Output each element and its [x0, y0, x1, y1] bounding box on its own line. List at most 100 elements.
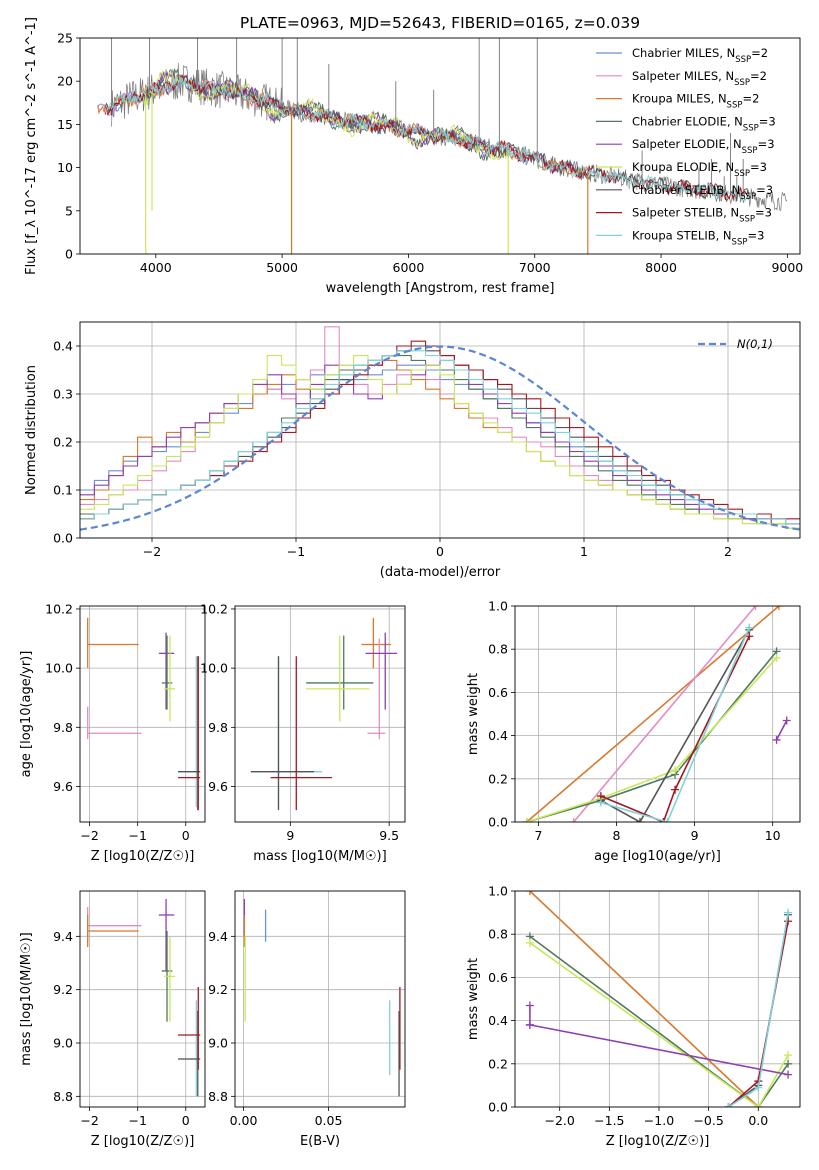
y-tick-label: 0.2	[53, 435, 73, 450]
x-tick-label: 6000	[393, 260, 425, 275]
y-axis-label: mass weight	[466, 673, 481, 755]
weight-point	[774, 606, 783, 610]
errorbar-salpeter-elodie	[158, 899, 175, 971]
y-tick-label: 5	[65, 203, 73, 218]
y-tick-label: 9.0	[53, 1036, 73, 1051]
weight-point	[671, 766, 680, 775]
y-tick-label: 10.2	[200, 601, 228, 616]
errorbar-salpeter-stelib	[178, 987, 201, 1070]
x-tick-label: 4000	[140, 260, 172, 275]
spectrum-panel: 4000 5000 6000 7000 8000 9000 0 5 10 15 20 25 PLATE=…	[24, 14, 803, 296]
x-axis-label: age [log10(age/yr)]	[594, 849, 721, 864]
weight-point	[635, 818, 644, 822]
errorbar-kroupa-miles	[361, 617, 392, 669]
y-tick-label: 9.2	[208, 982, 228, 997]
errorbar-kroupa-miles	[87, 617, 139, 669]
x-tick-label: 0.0	[748, 1113, 768, 1128]
weight-point	[745, 623, 754, 632]
x-axis-label: E(B-V)	[300, 1134, 340, 1149]
errorbar-kroupa-stelib	[178, 656, 201, 808]
spectrum-legend: Chabrier MILES, NSSP=2 Salpeter MILES, NS…	[596, 46, 776, 247]
y-tick-label: 1.0	[488, 599, 508, 614]
x-axis-label: wavelength [Angstrom, rest frame]	[326, 281, 555, 296]
y-tick-label: 10	[57, 160, 73, 175]
y-axis-label: mass weight	[466, 958, 481, 1040]
y-axis-label: mass [log10(M/M☉)]	[19, 932, 34, 1065]
weight-point	[525, 938, 534, 947]
legend-entry: N(0,1)	[737, 337, 773, 351]
x-tick-label: 0	[182, 1113, 190, 1128]
y-axis-label: age [log10(age/yr)]	[19, 651, 34, 778]
x-tick-label: 9.5	[379, 828, 399, 843]
legend-entry: Chabrier ELODIE, NSSP=3	[632, 114, 776, 133]
y-tick-label: 10.0	[45, 661, 73, 676]
mass-vs-metallicity-panel: −2 −1 0 8.8 9.0 9.2 9.4 Z [log10(Z/Z☉)] mass [lo…	[19, 890, 206, 1149]
y-tick-label: 10.2	[45, 601, 73, 616]
x-tick-label: 1	[580, 544, 588, 559]
y-tick-label: 0.2	[488, 771, 508, 786]
x-tick-label: −0.5	[693, 1113, 723, 1128]
errorbar-salpeter-stelib	[178, 656, 201, 811]
weight-series-chabrier-stelib	[596, 625, 754, 822]
weight-point	[659, 818, 668, 822]
x-tick-label: −1.5	[594, 1113, 624, 1128]
y-tick-label: 0	[65, 247, 73, 262]
y-tick-label: 1.0	[488, 884, 508, 899]
y-tick-label: 8.8	[53, 1089, 73, 1104]
x-tick-label: 9	[691, 828, 699, 843]
x-tick-label: −1.0	[644, 1113, 674, 1128]
weight-point	[772, 735, 781, 744]
x-tick-label: 9	[286, 828, 294, 843]
legend-entry: Chabrier STELIB, NSSP=3	[632, 183, 773, 202]
y-tick-label: 0.4	[488, 728, 508, 743]
errorbar-chabrier-elodie	[161, 635, 173, 710]
x-axis-label: Z [log10(Z/Z☉)]	[91, 1134, 195, 1149]
weight-point	[754, 1083, 763, 1092]
mass-weight-vs-age-panel: 7 8 9 10 0.0 0.2 0.4 0.6 0.8 1.0 age [log10(age/yr…	[466, 599, 801, 864]
y-tick-label: 9.8	[53, 720, 73, 735]
errorbar-salpeter-elodie	[365, 632, 398, 710]
weight-point	[782, 716, 791, 725]
y-tick-label: 9.4	[208, 929, 228, 944]
y-tick-label: 15	[57, 117, 73, 132]
y-tick-label: 0.4	[488, 1013, 508, 1028]
y-axis-label: Normed distribution	[24, 365, 39, 495]
histogram-kroupa-elodie	[80, 355, 800, 529]
mass-weight-vs-metallicity-panel: −2.0 −1.5 −1.0 −0.5 0.0 0.0 0.2 0.4 0.6 0.8 1.0 Z […	[466, 884, 801, 1149]
errorbar-kroupa-miles	[87, 915, 139, 947]
y-tick-label: 0.2	[488, 1056, 508, 1071]
weight-point	[784, 1051, 793, 1060]
x-tick-label: −2	[80, 1113, 98, 1128]
age-vs-metallicity-panel: −2 −1 0 9.6 9.8 10.0 10.2 Z [log10(Z/Z☉)] age [l…	[19, 601, 206, 864]
y-tick-label: 0.8	[488, 642, 508, 657]
weight-point	[671, 785, 680, 794]
x-tick-label: 0.00	[230, 1113, 258, 1128]
x-tick-label: 5000	[266, 260, 298, 275]
errorbar-salpeter-miles	[367, 638, 386, 740]
y-tick-label: 0.8	[488, 927, 508, 942]
weight-point	[724, 1103, 733, 1107]
weight-point	[569, 818, 578, 822]
axes-frame	[234, 890, 406, 1108]
legend-entry: Salpeter ELODIE, NSSP=3	[632, 137, 775, 156]
axes-frame	[514, 890, 801, 1108]
y-tick-label: 0.0	[488, 815, 508, 830]
x-tick-label: 8	[613, 828, 621, 843]
x-tick-label: −1	[128, 828, 146, 843]
legend-entry: Kroupa STELIB, NSSP=3	[632, 228, 764, 247]
y-tick-label: 10.0	[200, 661, 228, 676]
y-axis-label: Flux [f_λ 10^-17 erg cm^-2 s^-1 A^-1]	[24, 17, 39, 275]
errorbar-chabrier-stelib	[250, 656, 315, 811]
x-tick-label: 9000	[771, 260, 803, 275]
x-tick-label: 2	[724, 544, 732, 559]
x-tick-label: −2.0	[545, 1113, 575, 1128]
weight-point	[663, 818, 672, 822]
y-tick-label: 25	[57, 31, 73, 46]
x-axis-label: (data-model)/error	[380, 565, 501, 580]
y-tick-label: 0.4	[53, 339, 73, 354]
weight-point	[784, 917, 793, 926]
weight-point	[784, 1059, 793, 1068]
axes-frame	[79, 321, 801, 539]
y-tick-label: 0.6	[488, 970, 508, 985]
axes-frame	[234, 605, 406, 823]
